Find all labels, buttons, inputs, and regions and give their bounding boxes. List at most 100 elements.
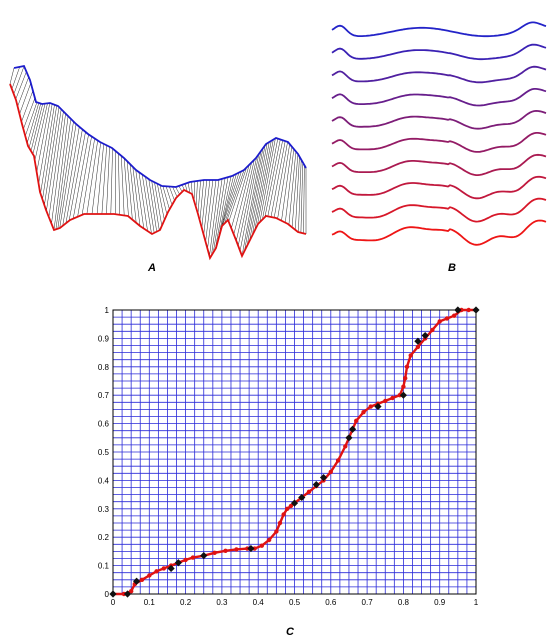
y-tick-label: 0.8 (98, 363, 110, 372)
x-axis-ticks: 0 0.1 0.2 0.3 0.4 0.5 0.6 0.7 0.8 0.9 1 (111, 598, 479, 607)
warping-link (236, 159, 255, 241)
warping-link (48, 111, 64, 218)
warping-link (303, 165, 305, 234)
warping-link (19, 83, 32, 115)
diamond-marker (109, 590, 117, 598)
path-point (343, 444, 348, 449)
warping-link (15, 71, 27, 100)
warping-link (277, 144, 290, 219)
panel-b-label: B (448, 262, 456, 274)
warping-link (51, 113, 66, 224)
warping-link (267, 140, 283, 217)
warping-link (205, 179, 214, 243)
warping-link (81, 138, 95, 215)
warping-link (42, 105, 57, 200)
red-profile-curve (9, 83, 307, 261)
x-tick-label: 0.6 (325, 598, 337, 607)
path-point (354, 418, 359, 423)
diamond-marker (132, 577, 141, 585)
warping-link (175, 186, 180, 195)
warping-link (295, 156, 300, 230)
path-point (259, 543, 264, 548)
wave-trace (331, 197, 547, 223)
path-point (335, 458, 341, 463)
y-tick-label: 1 (105, 306, 110, 315)
warping-link (72, 134, 89, 219)
y-tick-label: 0.5 (98, 448, 110, 457)
wave-trace (331, 43, 547, 61)
diamond-marker (174, 559, 182, 567)
warping-link (13, 66, 25, 95)
warping-link (135, 169, 145, 229)
y-tick-label: 0.2 (98, 533, 110, 542)
warping-link (281, 146, 293, 221)
y-tick-label: 0.6 (98, 420, 110, 429)
warping-link (11, 66, 20, 90)
path-point (121, 591, 127, 597)
panel-a-label: A (147, 262, 156, 274)
warping-link (285, 148, 295, 223)
warping-link (224, 171, 242, 224)
warping-link (138, 172, 148, 232)
warping-link (254, 140, 272, 231)
diamond-marker (247, 544, 255, 553)
diamond-marker (200, 552, 208, 560)
warping-link (241, 151, 262, 257)
warping-link (169, 186, 175, 201)
warping-link (28, 103, 41, 148)
warping-link (86, 140, 98, 215)
warping-link (145, 176, 155, 233)
warping-link (159, 184, 168, 215)
path-point (252, 546, 257, 551)
warping-link (9, 67, 15, 85)
warping-link (264, 139, 281, 218)
wave-trace (331, 132, 547, 153)
path-point (403, 376, 408, 381)
warping-link (233, 162, 252, 235)
diamond-marker (123, 590, 132, 598)
warping-link (40, 104, 55, 194)
warping-link (249, 143, 268, 241)
warping-link (201, 179, 208, 229)
y-tick-label: 0.3 (98, 505, 110, 514)
path-point (452, 313, 457, 318)
path-point (390, 395, 395, 401)
warping-link (288, 151, 297, 225)
x-tick-label: 0.5 (289, 598, 301, 607)
path-point (437, 319, 442, 324)
warping-link (123, 158, 129, 217)
warping-link (148, 179, 157, 232)
wave-trace (331, 88, 547, 107)
warping-link (246, 145, 266, 246)
x-tick-label: 0.4 (253, 598, 265, 607)
warping-link (239, 154, 260, 251)
path-point (361, 410, 366, 415)
panel-a-warping-diagram (9, 64, 307, 261)
path-point (415, 344, 421, 350)
warping-link (157, 183, 165, 221)
x-tick-label: 0.8 (398, 598, 410, 607)
warping-link (191, 181, 193, 195)
warping-link (199, 179, 204, 222)
warping-link (53, 116, 69, 231)
warping-link (251, 142, 270, 236)
path-point (223, 548, 228, 553)
panel-c-alignment-chart: 0 0.1 0.2 0.3 0.4 0.5 0.6 0.7 0.8 0.9 1 0 0.1 0.2 0.3… (98, 306, 480, 607)
warping-link (178, 185, 183, 192)
warping-link (129, 163, 137, 223)
diamond-marker (454, 306, 462, 314)
diamond-marker (374, 402, 382, 411)
path-point (161, 566, 166, 571)
path-point (306, 489, 312, 494)
diamond-marker (167, 564, 175, 573)
path-point (408, 353, 413, 358)
x-tick-label: 0.7 (362, 598, 374, 607)
path-point (430, 327, 435, 333)
warping-link (32, 103, 46, 155)
warping-link (17, 76, 29, 107)
path-point (383, 398, 388, 404)
path-point (129, 589, 134, 594)
warping-connection-lines (9, 66, 307, 257)
path-point (466, 307, 471, 313)
diamond-marker (348, 425, 357, 433)
